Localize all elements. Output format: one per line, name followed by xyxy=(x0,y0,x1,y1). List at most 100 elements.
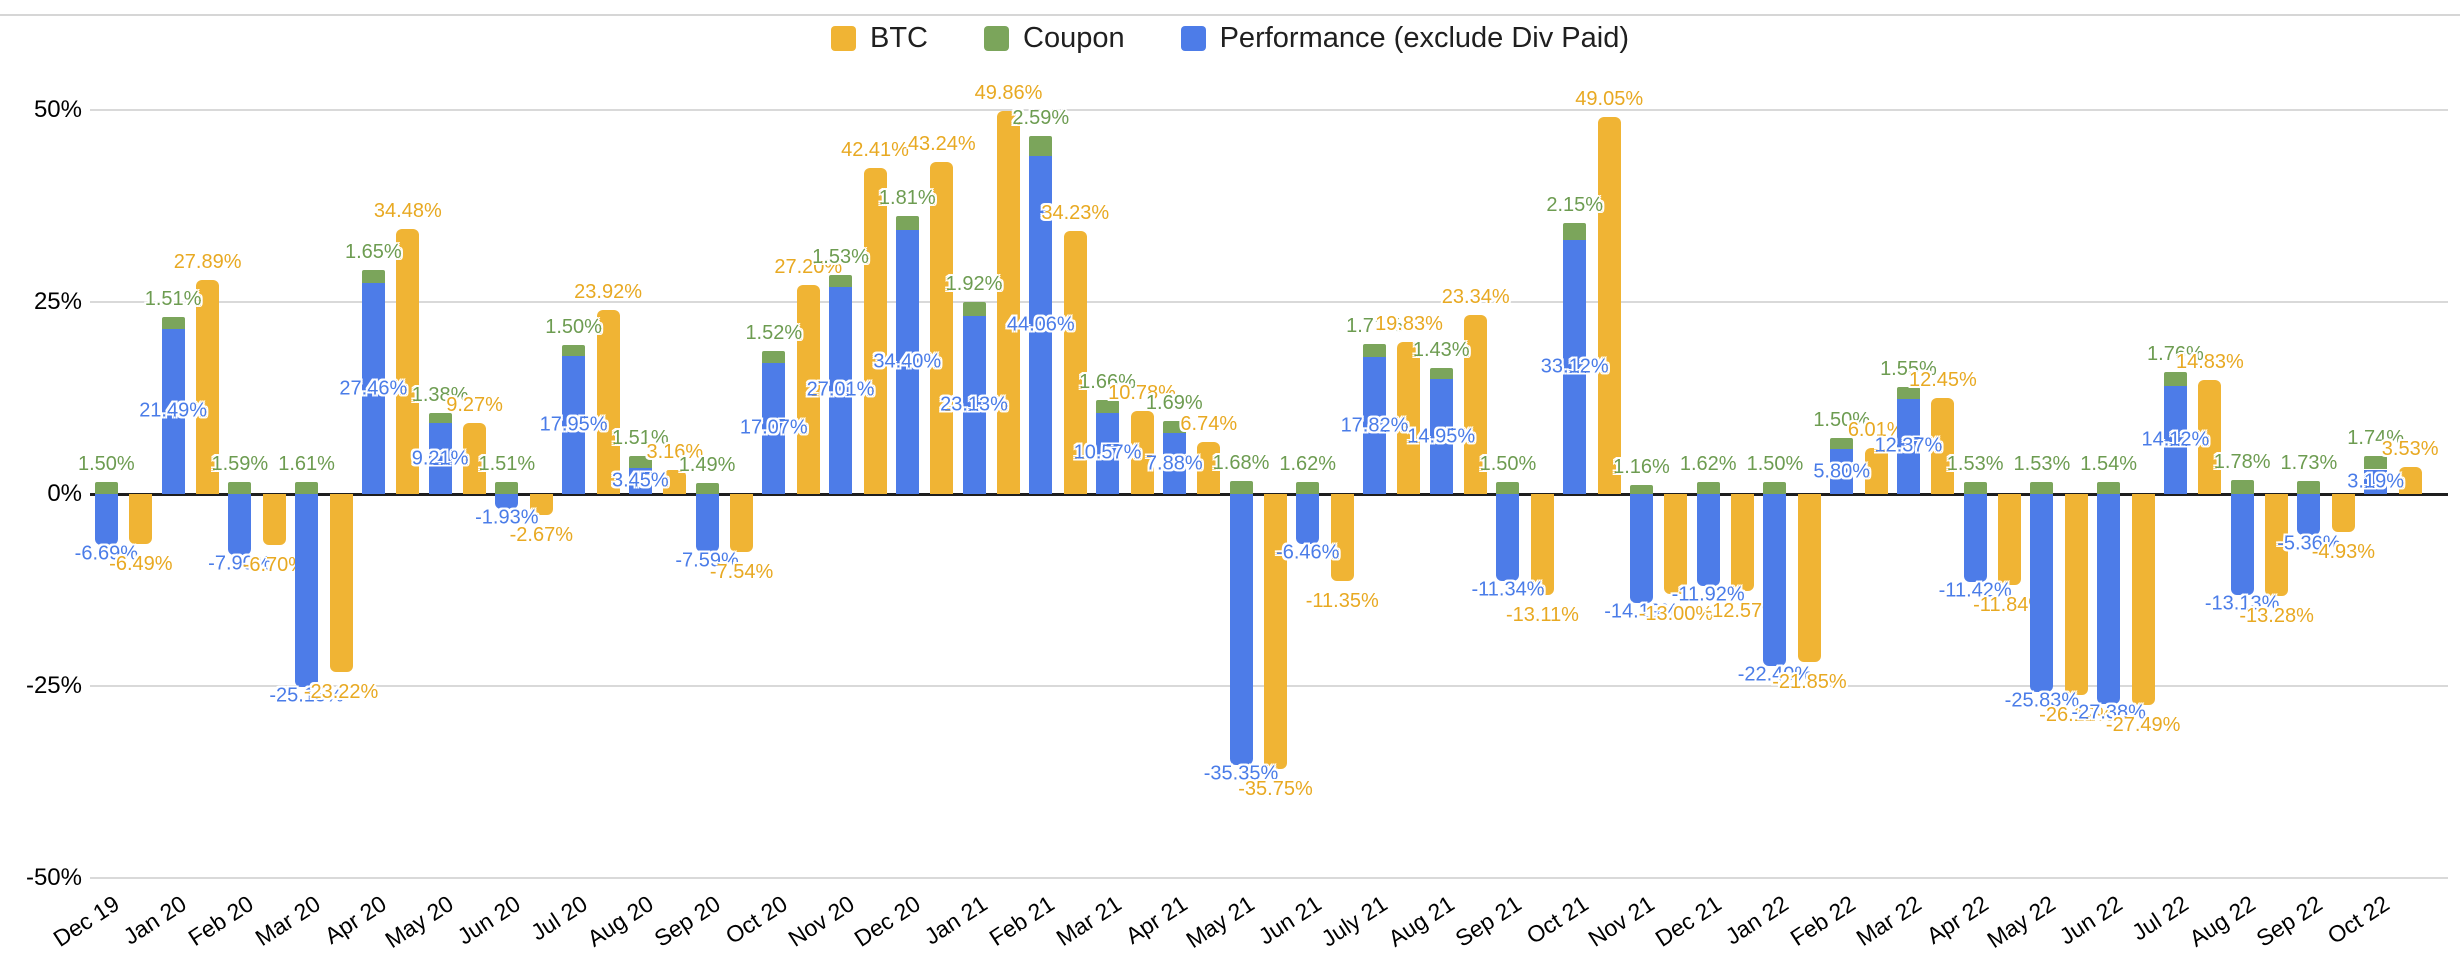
bar-coupon[interactable] xyxy=(295,481,319,494)
bar-btc[interactable] xyxy=(1063,231,1087,494)
bar-btc[interactable] xyxy=(863,168,887,494)
bar-performance[interactable] xyxy=(1830,449,1854,494)
bar-btc[interactable] xyxy=(930,161,954,494)
bar-btc[interactable] xyxy=(1330,494,1354,582)
bar-btc[interactable] xyxy=(1797,494,1821,662)
bar-btc[interactable] xyxy=(1998,494,2022,585)
bar-btc[interactable] xyxy=(2198,380,2222,494)
bar-performance[interactable] xyxy=(2364,469,2388,494)
bar-performance[interactable] xyxy=(628,467,652,494)
bar-btc[interactable] xyxy=(1664,494,1688,594)
bar-btc[interactable] xyxy=(1130,411,1154,494)
bar-btc[interactable] xyxy=(2064,494,2088,695)
bar-performance[interactable] xyxy=(1162,433,1186,494)
bar-btc[interactable] xyxy=(596,310,620,494)
bar-performance[interactable] xyxy=(1029,155,1053,494)
bar-performance[interactable] xyxy=(1229,494,1253,766)
bar-performance[interactable] xyxy=(895,229,919,494)
bar-btc[interactable] xyxy=(1197,442,1221,494)
bar-coupon[interactable] xyxy=(428,412,452,424)
bar-btc[interactable] xyxy=(2131,494,2155,706)
bar-coupon[interactable] xyxy=(1096,400,1119,413)
bar-performance[interactable] xyxy=(1963,494,1987,582)
bar-performance[interactable] xyxy=(161,328,185,494)
bar-coupon[interactable] xyxy=(94,482,118,494)
bar-performance[interactable] xyxy=(829,286,853,494)
bar-coupon[interactable] xyxy=(2364,456,2388,470)
bar-performance[interactable] xyxy=(295,494,319,688)
bar-btc[interactable] xyxy=(1264,494,1287,769)
bar-coupon[interactable] xyxy=(695,482,719,494)
bar-btc[interactable] xyxy=(1464,314,1488,494)
bar-btc[interactable] xyxy=(2265,494,2289,596)
bar-coupon[interactable] xyxy=(1029,135,1053,156)
bar-performance[interactable] xyxy=(1496,494,1520,582)
bar-coupon[interactable] xyxy=(2030,482,2054,494)
bar-coupon[interactable] xyxy=(1629,485,1653,494)
legend-item-btc[interactable]: BTC xyxy=(831,22,928,55)
legend-item-coupon[interactable]: Coupon xyxy=(984,22,1125,55)
bar-performance[interactable] xyxy=(1629,494,1653,603)
bar-coupon[interactable] xyxy=(161,317,185,329)
bar-coupon[interactable] xyxy=(1563,223,1587,240)
bar-btc[interactable] xyxy=(1597,117,1621,494)
bar-coupon[interactable] xyxy=(1362,344,1386,358)
bar-coupon[interactable] xyxy=(2097,482,2121,494)
bar-coupon[interactable] xyxy=(1963,482,1987,494)
bar-coupon[interactable] xyxy=(628,455,652,468)
bar-btc[interactable] xyxy=(196,279,220,494)
bar-btc[interactable] xyxy=(2331,494,2355,532)
bar-performance[interactable] xyxy=(228,494,252,555)
bar-performance[interactable] xyxy=(428,423,452,494)
bar-performance[interactable] xyxy=(1696,494,1720,586)
bar-performance[interactable] xyxy=(1362,357,1386,494)
bar-coupon[interactable] xyxy=(1696,481,1720,494)
bar-btc[interactable] xyxy=(529,494,553,515)
bar-btc[interactable] xyxy=(329,494,353,673)
bar-performance[interactable] xyxy=(2297,494,2321,536)
bar-coupon[interactable] xyxy=(1229,481,1253,494)
bar-btc[interactable] xyxy=(262,494,286,546)
bar-performance[interactable] xyxy=(2097,494,2121,705)
bar-coupon[interactable] xyxy=(1162,420,1186,434)
bar-coupon[interactable] xyxy=(2297,480,2321,494)
bar-btc[interactable] xyxy=(2398,466,2422,494)
bar-btc[interactable] xyxy=(1864,447,1888,494)
bar-performance[interactable] xyxy=(495,494,519,509)
bar-performance[interactable] xyxy=(762,362,786,494)
bar-performance[interactable] xyxy=(695,494,719,553)
legend-item-performance[interactable]: Performance (exclude Div Paid) xyxy=(1180,22,1629,55)
bar-coupon[interactable] xyxy=(1896,387,1920,399)
bar-performance[interactable] xyxy=(94,494,118,546)
bar-coupon[interactable] xyxy=(895,215,919,230)
bar-coupon[interactable] xyxy=(1830,437,1854,450)
bar-btc[interactable] xyxy=(730,494,754,552)
bar-coupon[interactable] xyxy=(228,481,252,494)
bar-btc[interactable] xyxy=(796,285,820,494)
bar-performance[interactable] xyxy=(1096,412,1119,494)
bar-coupon[interactable] xyxy=(2163,372,2187,386)
bar-coupon[interactable] xyxy=(495,482,519,494)
bar-btc[interactable] xyxy=(1731,494,1755,591)
bar-coupon[interactable] xyxy=(829,274,853,287)
bar-performance[interactable] xyxy=(562,356,586,494)
bar-coupon[interactable] xyxy=(1763,482,1787,494)
bar-btc[interactable] xyxy=(663,469,687,494)
bar-btc[interactable] xyxy=(997,111,1021,494)
bar-performance[interactable] xyxy=(1563,239,1587,494)
bar-coupon[interactable] xyxy=(762,351,786,363)
bar-coupon[interactable] xyxy=(361,270,385,284)
bar-btc[interactable] xyxy=(1931,398,1955,494)
bar-coupon[interactable] xyxy=(2230,480,2254,494)
bar-coupon[interactable] xyxy=(562,344,586,357)
bar-performance[interactable] xyxy=(1896,398,1920,494)
bar-btc[interactable] xyxy=(129,494,153,544)
bar-coupon[interactable] xyxy=(962,301,986,317)
bar-coupon[interactable] xyxy=(1296,481,1320,494)
bar-coupon[interactable] xyxy=(1496,482,1520,494)
bar-btc[interactable] xyxy=(1530,494,1554,595)
bar-performance[interactable] xyxy=(1296,494,1320,544)
bar-btc[interactable] xyxy=(396,229,420,494)
bar-performance[interactable] xyxy=(2163,385,2187,494)
bar-coupon[interactable] xyxy=(1429,368,1453,380)
